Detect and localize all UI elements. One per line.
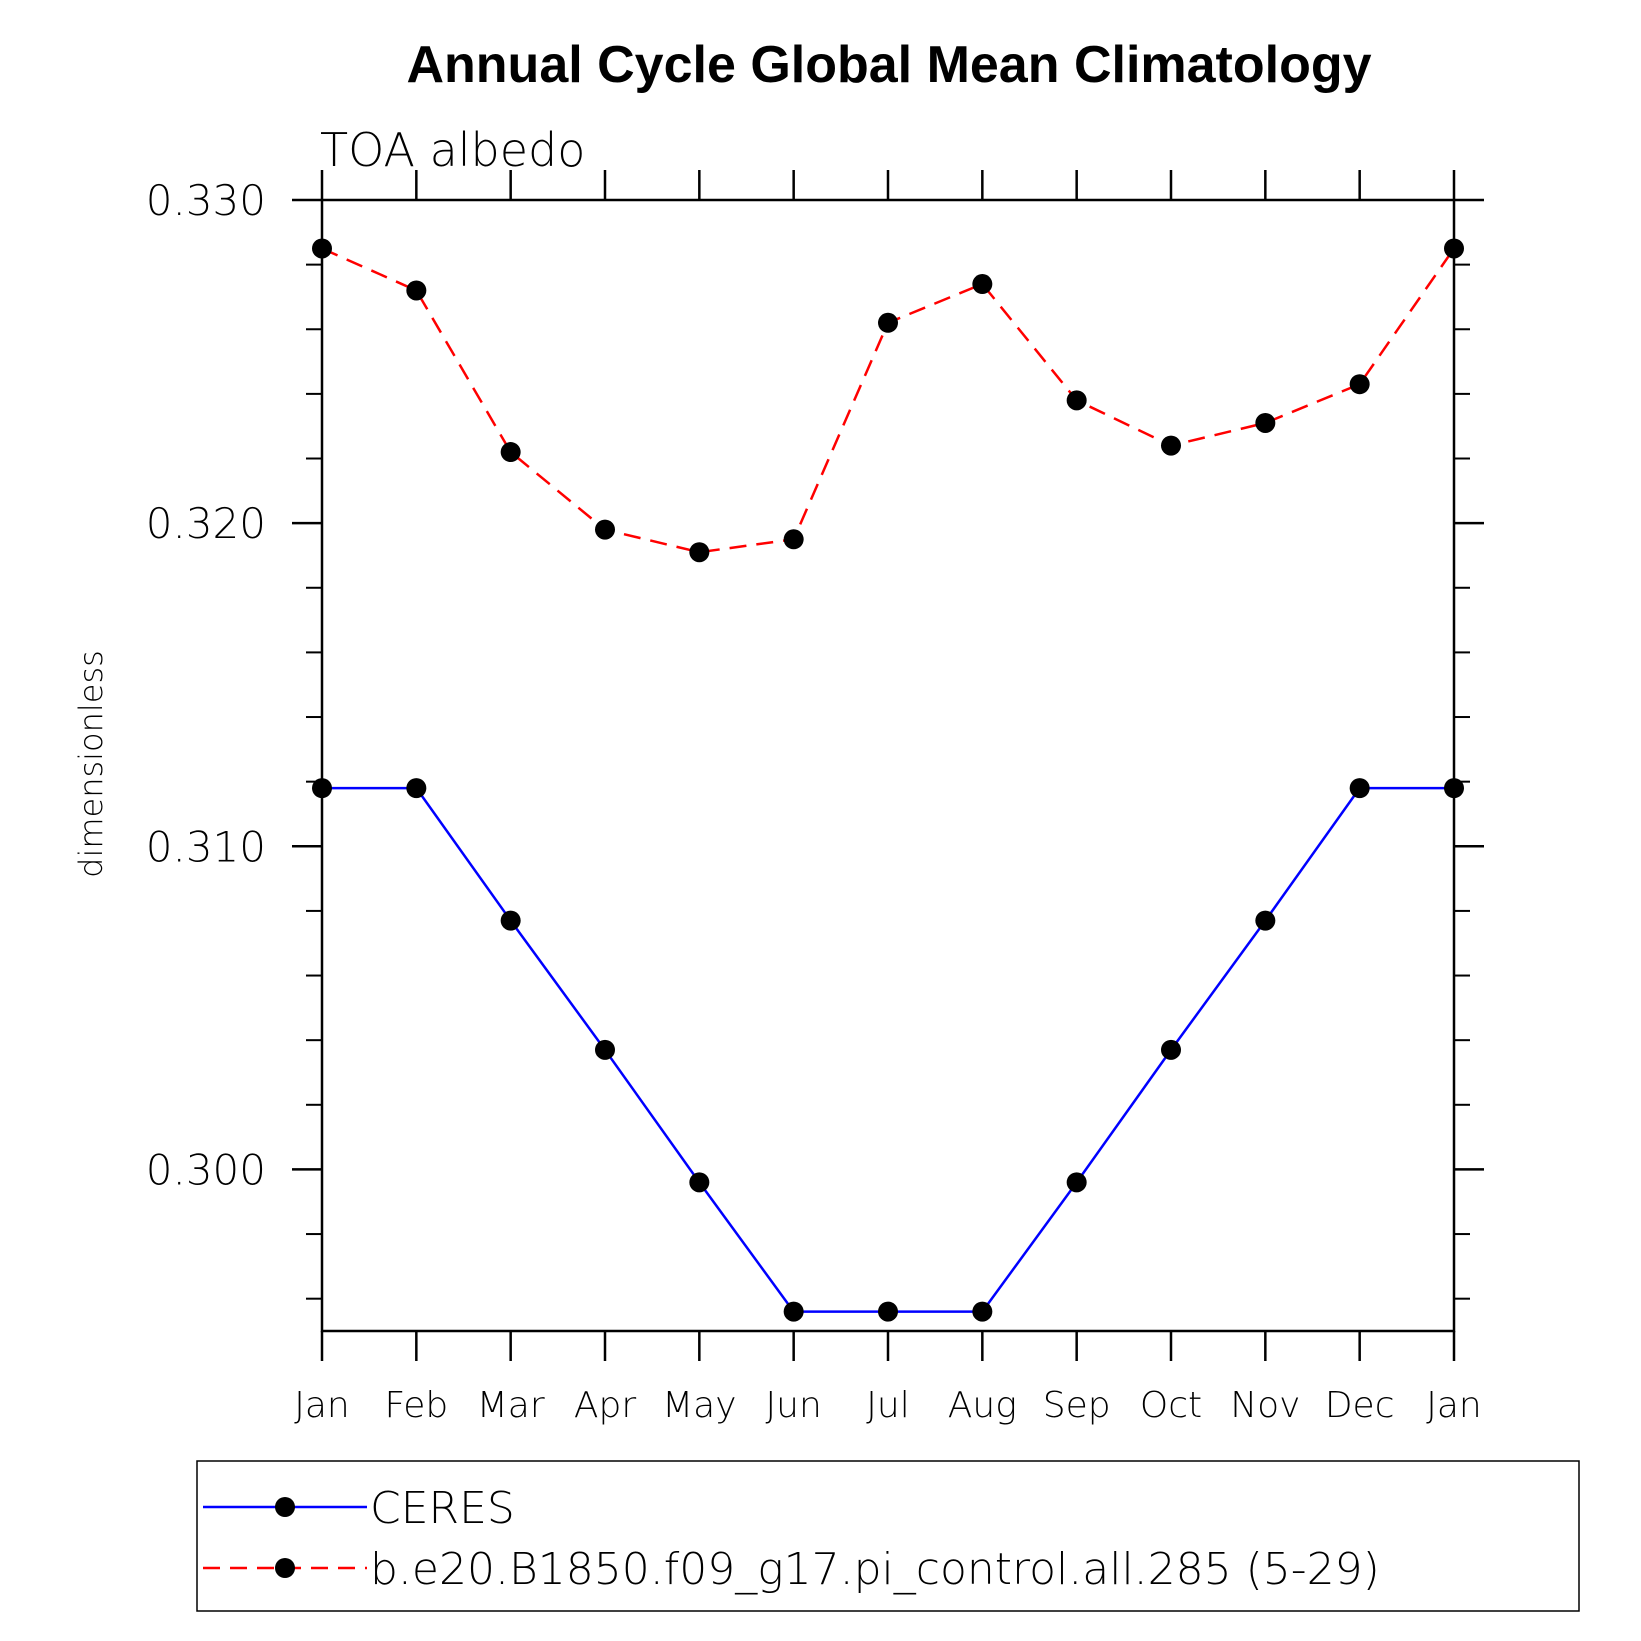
series-1-point [1349, 374, 1370, 395]
x-tick-label: May [662, 1385, 736, 1426]
series-1-point [1255, 412, 1276, 433]
legend-marker-ceres [275, 1497, 295, 1517]
legend: CERES b.e20.B1850.f09_g17.pi_control.all… [196, 1460, 1580, 1612]
series-line-0 [322, 786, 1454, 1313]
y-tick-label: 0.320 [146, 499, 266, 548]
series-1-point [783, 529, 804, 550]
series-0-point [1444, 778, 1464, 799]
x-tick-label: Jan [294, 1385, 350, 1426]
series-line-1 [321, 247, 1456, 554]
x-tick-label: Jan [1426, 1385, 1482, 1426]
chart-subtitle: TOA albedo [320, 123, 585, 177]
x-tick-label: Sep [1043, 1385, 1111, 1426]
chart-title: Annual Cycle Global Mean Climatology [406, 36, 1371, 94]
y-tick-label: 0.310 [146, 822, 266, 871]
series-1-point [1444, 238, 1464, 259]
series-1-point [972, 274, 993, 295]
series-0-point [1066, 1172, 1087, 1193]
x-tick-label: Nov [1230, 1385, 1300, 1426]
x-tick-label: Mar [477, 1385, 545, 1426]
x-tick-label: Oct [1140, 1385, 1202, 1426]
series-1-point [1066, 390, 1087, 411]
series-1-point [878, 312, 898, 333]
x-tick-label: Aug [948, 1385, 1017, 1426]
axes: Jan Feb Mar Apr May Jun Jul Aug Sep Oct Nov Dec Jan 0… [146, 170, 1484, 1426]
series-1-point [689, 542, 710, 563]
series-0-point [972, 1301, 993, 1322]
series-0-point [406, 778, 427, 799]
x-tick-label: Feb [384, 1385, 448, 1426]
series-0-point [1255, 910, 1276, 931]
legend-label-ceres: CERES [370, 1483, 515, 1534]
legend-marker-model [275, 1558, 295, 1578]
x-tick-label: Jun [766, 1385, 822, 1426]
series-0-point [878, 1301, 898, 1322]
legend-box [196, 1460, 1580, 1612]
series-0-point [595, 1039, 615, 1060]
series-0-point [500, 910, 521, 931]
series-0-point [1349, 778, 1370, 799]
series-0-point [689, 1172, 710, 1193]
series-0-point [312, 778, 332, 799]
y-tick-label: 0.300 [146, 1145, 266, 1194]
y-tick-label: 0.330 [146, 176, 266, 225]
x-tick-label: Dec [1325, 1385, 1395, 1426]
x-tick-label: Jul [866, 1385, 909, 1426]
series-1-point [406, 280, 427, 301]
series-1-point [500, 442, 521, 463]
plot-frame [320, 198, 1456, 1333]
series-1-point [312, 238, 332, 259]
y-axis-label: dimensionless [72, 650, 110, 878]
x-tick-label: Apr [574, 1385, 636, 1426]
series-0-point [783, 1301, 804, 1322]
series-0-point [1161, 1039, 1181, 1060]
series-1-point [595, 519, 615, 540]
series-layer [312, 238, 1464, 1322]
series-1-point [1161, 435, 1181, 456]
legend-label-model: b.e20.B1850.f09_g17.pi_control.all.285 (… [370, 1544, 1380, 1595]
